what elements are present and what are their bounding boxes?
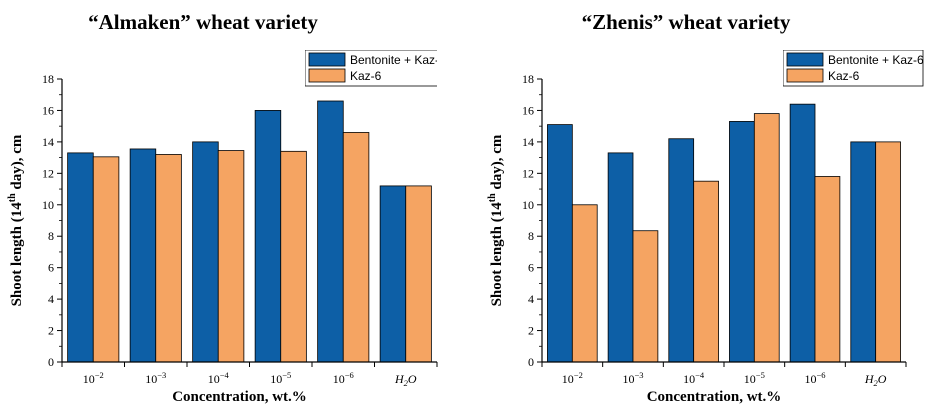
y-tick-label: 18 bbox=[522, 72, 534, 86]
bar-kaz6-5 bbox=[875, 141, 901, 363]
x-axis-label: Concentration, wt.% bbox=[647, 389, 782, 405]
bar-bentonite-kaz6-2 bbox=[192, 141, 219, 363]
legend-swatch-0 bbox=[786, 52, 824, 67]
legend-swatch-1 bbox=[308, 68, 346, 83]
y-tick-label: 0 bbox=[48, 355, 54, 369]
y-tick-label: 14 bbox=[522, 135, 534, 149]
bars-group bbox=[67, 100, 432, 363]
x-tick-label: 10−2 bbox=[83, 370, 104, 386]
bar-kaz6-1 bbox=[632, 230, 659, 363]
y-tick-label: 10 bbox=[42, 198, 54, 212]
y-tick-label: 14 bbox=[42, 135, 54, 149]
chart-almaken: “Almaken” wheat variety 0 2 4 6 8 10 12 14 16 18 10… bbox=[7, 10, 446, 405]
legend-label-1: Kaz-6 bbox=[350, 69, 382, 83]
bar-bentonite-kaz6-1 bbox=[607, 152, 634, 363]
y-tick-label: 0 bbox=[528, 355, 534, 369]
x-tick-label: 10−5 bbox=[270, 370, 291, 386]
x-tick-label: 10−2 bbox=[562, 370, 583, 386]
y-axis-label: Shoot length (14th day), cm bbox=[7, 134, 25, 306]
bar-kaz6-3 bbox=[280, 150, 307, 363]
bar-kaz6-0 bbox=[571, 204, 598, 363]
bar-kaz6-5 bbox=[405, 185, 432, 363]
x-tick-label: 10−4 bbox=[683, 370, 705, 386]
x-tick-label: 10−3 bbox=[622, 370, 643, 386]
y-axis-label: Shoot length (14th day), cm bbox=[487, 134, 505, 306]
y-tick-label: 18 bbox=[42, 72, 54, 86]
x-axis-label: Concentration, wt.% bbox=[172, 389, 307, 405]
bar-kaz6-4 bbox=[342, 132, 370, 363]
y-tick-label: 12 bbox=[522, 166, 534, 180]
bar-bentonite-kaz6-3 bbox=[254, 110, 282, 363]
legend-label-0: Bentonite + Kaz-6 bbox=[828, 53, 924, 67]
x-tick-label: 10−6 bbox=[804, 370, 825, 386]
bar-kaz6-0 bbox=[92, 156, 120, 363]
x-tick-label: 10−6 bbox=[333, 370, 354, 386]
y-tick-label: 4 bbox=[48, 292, 54, 306]
x-tick-label: 10−4 bbox=[208, 370, 230, 386]
y-tick-label: 6 bbox=[528, 261, 534, 275]
bar-bentonite-kaz6-4 bbox=[317, 100, 344, 363]
chart-panel-almaken: “Almaken” wheat variety 0 2 4 6 8 10 12 14 16 18 10… bbox=[0, 0, 467, 406]
bar-bentonite-kaz6-1 bbox=[129, 148, 157, 363]
bar-bentonite-kaz6-0 bbox=[547, 124, 573, 363]
bar-bentonite-kaz6-2 bbox=[668, 138, 695, 363]
x-tick-label: H2O bbox=[394, 372, 417, 388]
bar-bentonite-kaz6-5 bbox=[379, 185, 407, 363]
legend-label-0: Bentonite + Kaz-6 bbox=[350, 53, 446, 67]
bar-kaz6-3 bbox=[753, 113, 780, 363]
bar-kaz6-2 bbox=[217, 150, 245, 363]
legend-swatch-1 bbox=[786, 68, 824, 83]
legend: Bentonite + Kaz-6 Kaz-6 bbox=[305, 50, 446, 87]
y-tick-label: 6 bbox=[48, 261, 54, 275]
bar-bentonite-kaz6-0 bbox=[67, 152, 94, 363]
x-tick-label: 10−5 bbox=[744, 370, 765, 386]
bar-kaz6-1 bbox=[155, 154, 182, 363]
y-tick-label: 16 bbox=[42, 103, 54, 117]
y-tick-label: 2 bbox=[528, 324, 534, 338]
x-tick-label: H2O bbox=[864, 372, 887, 388]
legend-label-1: Kaz-6 bbox=[828, 69, 860, 83]
legend-swatch-0 bbox=[308, 52, 346, 67]
bar-bentonite-kaz6-3 bbox=[729, 121, 755, 363]
legend: Bentonite + Kaz-6 Kaz-6 bbox=[783, 50, 924, 87]
chart-panel-zhenis: “Zhenis” wheat variety 0 2 4 6 8 10 12 14 16 18 10−… bbox=[468, 0, 935, 406]
bars-group bbox=[547, 103, 901, 363]
y-tick-label: 8 bbox=[48, 229, 54, 243]
bar-bentonite-kaz6-5 bbox=[850, 141, 877, 363]
chart-title: “Almaken” wheat variety bbox=[88, 10, 318, 34]
chart-title: “Zhenis” wheat variety bbox=[582, 10, 791, 34]
y-tick-label: 2 bbox=[48, 324, 54, 338]
y-tick-label: 16 bbox=[522, 103, 534, 117]
x-tick-label: 10−3 bbox=[145, 370, 166, 386]
y-tick-label: 4 bbox=[528, 292, 534, 306]
y-tick-label: 8 bbox=[528, 229, 534, 243]
y-tick-label: 10 bbox=[522, 198, 534, 212]
bar-kaz6-2 bbox=[693, 180, 719, 363]
bar-kaz6-4 bbox=[814, 176, 841, 363]
bar-bentonite-kaz6-4 bbox=[789, 103, 816, 363]
chart-zhenis: “Zhenis” wheat variety 0 2 4 6 8 10 12 14 16 18 10−… bbox=[487, 10, 924, 405]
y-tick-label: 12 bbox=[42, 166, 54, 180]
